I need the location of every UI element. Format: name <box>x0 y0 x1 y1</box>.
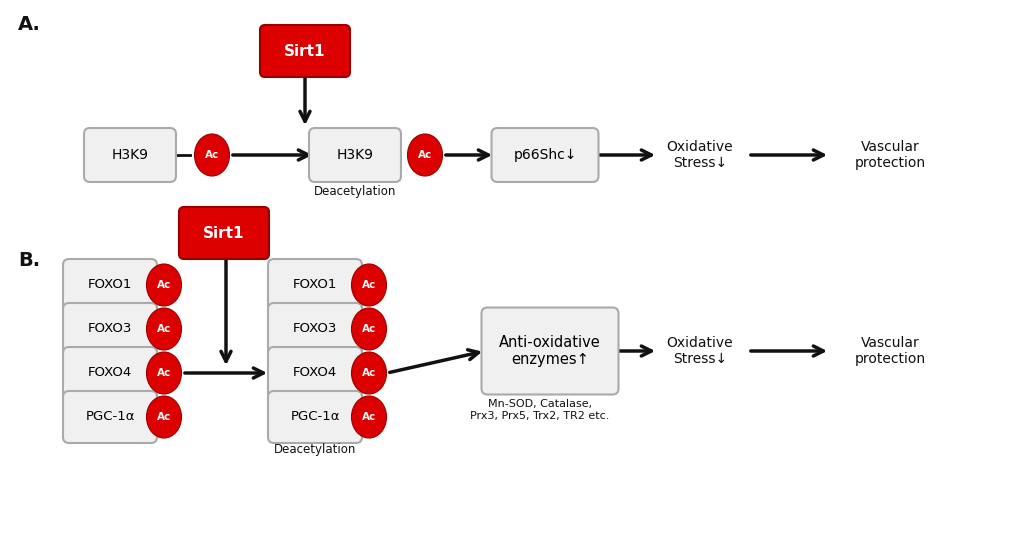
Text: Vascular
protection: Vascular protection <box>854 336 924 366</box>
Ellipse shape <box>147 264 181 306</box>
Ellipse shape <box>352 396 386 438</box>
Text: H3K9: H3K9 <box>336 148 373 162</box>
Text: Vascular
protection: Vascular protection <box>854 140 924 170</box>
Text: p66Shc↓: p66Shc↓ <box>513 148 576 162</box>
Text: Anti-oxidative
enzymes↑: Anti-oxidative enzymes↑ <box>498 335 600 367</box>
Text: Sirt1: Sirt1 <box>203 225 245 240</box>
Text: Ac: Ac <box>157 412 171 422</box>
Text: Sirt1: Sirt1 <box>284 44 325 59</box>
Text: FOXO4: FOXO4 <box>292 367 337 379</box>
Ellipse shape <box>147 308 181 350</box>
Text: Oxidative
Stress↓: Oxidative Stress↓ <box>666 140 733 170</box>
Text: Ac: Ac <box>362 324 376 334</box>
Text: Ac: Ac <box>418 150 432 160</box>
FancyBboxPatch shape <box>178 207 269 259</box>
Text: FOXO1: FOXO1 <box>88 279 132 292</box>
FancyBboxPatch shape <box>268 391 362 443</box>
Text: PGC-1α: PGC-1α <box>290 410 339 424</box>
FancyBboxPatch shape <box>309 128 400 182</box>
Text: A.: A. <box>18 15 41 34</box>
Ellipse shape <box>147 396 181 438</box>
Text: Deacetylation: Deacetylation <box>314 185 395 198</box>
Ellipse shape <box>352 308 386 350</box>
Text: Mn-SOD, Catalase,
Prx3, Prx5, Trx2, TR2 etc.: Mn-SOD, Catalase, Prx3, Prx5, Trx2, TR2 … <box>470 399 609 421</box>
Ellipse shape <box>408 134 442 176</box>
FancyBboxPatch shape <box>481 308 618 394</box>
Text: FOXO3: FOXO3 <box>88 322 132 335</box>
Text: Ac: Ac <box>362 412 376 422</box>
Text: FOXO1: FOXO1 <box>292 279 337 292</box>
Text: Ac: Ac <box>157 324 171 334</box>
FancyBboxPatch shape <box>63 347 157 399</box>
Text: Ac: Ac <box>362 280 376 290</box>
FancyBboxPatch shape <box>84 128 176 182</box>
Text: Ac: Ac <box>157 280 171 290</box>
Ellipse shape <box>352 264 386 306</box>
Ellipse shape <box>352 352 386 394</box>
Ellipse shape <box>195 134 229 176</box>
FancyBboxPatch shape <box>63 391 157 443</box>
FancyBboxPatch shape <box>63 259 157 311</box>
FancyBboxPatch shape <box>268 303 362 355</box>
Text: FOXO3: FOXO3 <box>292 322 337 335</box>
FancyBboxPatch shape <box>268 259 362 311</box>
Text: B.: B. <box>18 251 40 270</box>
FancyBboxPatch shape <box>63 303 157 355</box>
FancyBboxPatch shape <box>268 347 362 399</box>
Ellipse shape <box>147 352 181 394</box>
Text: H3K9: H3K9 <box>111 148 149 162</box>
FancyBboxPatch shape <box>491 128 598 182</box>
Text: Ac: Ac <box>205 150 219 160</box>
Text: Ac: Ac <box>362 368 376 378</box>
Text: Oxidative
Stress↓: Oxidative Stress↓ <box>666 336 733 366</box>
Text: Deacetylation: Deacetylation <box>273 443 356 456</box>
Text: FOXO4: FOXO4 <box>88 367 132 379</box>
Text: Ac: Ac <box>157 368 171 378</box>
Text: PGC-1α: PGC-1α <box>86 410 135 424</box>
FancyBboxPatch shape <box>260 25 350 77</box>
